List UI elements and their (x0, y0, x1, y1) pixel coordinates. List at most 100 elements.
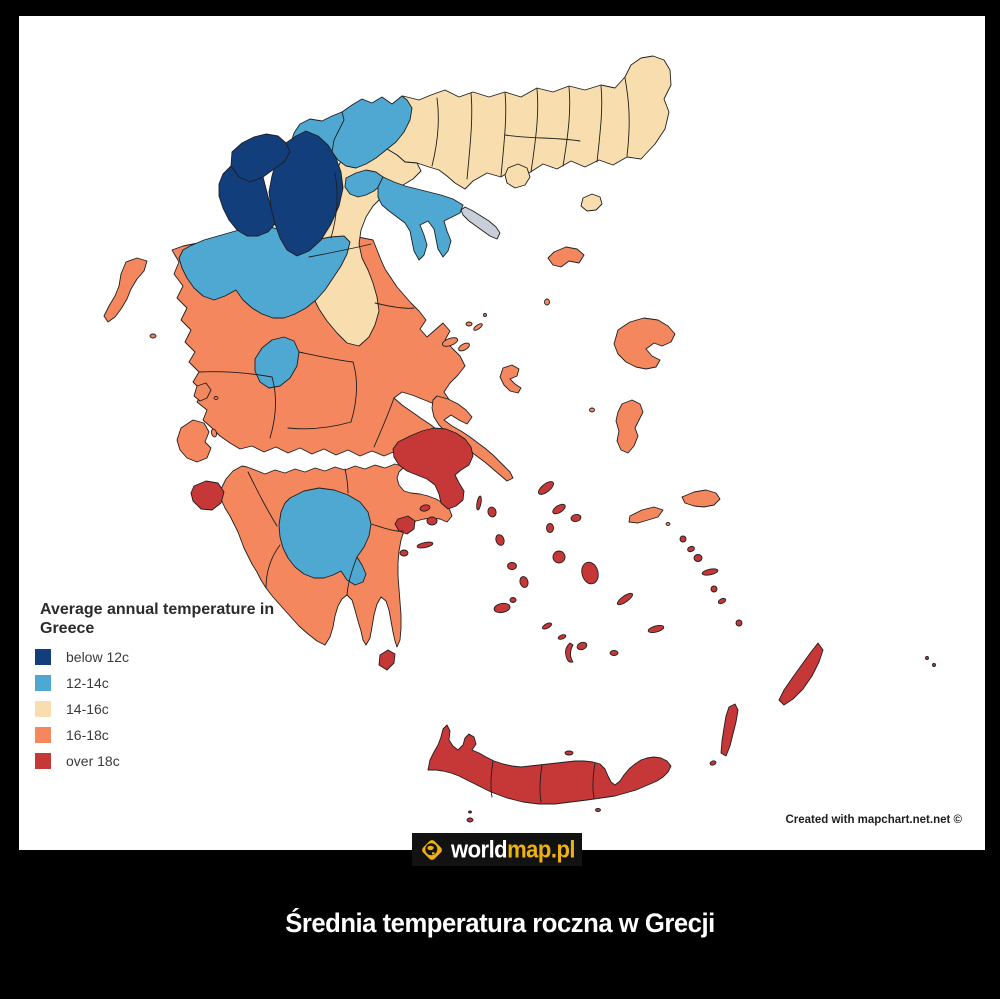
legend-title: Average annual temperature in Greece (40, 601, 275, 637)
border-line (344, 468, 349, 494)
island-skyros (499, 364, 522, 394)
island-kythnos (495, 534, 505, 546)
island-corfu (103, 257, 148, 323)
island-symi (735, 619, 743, 627)
legend-swatch-14-16c (35, 701, 51, 717)
island-kea (487, 506, 497, 518)
island-alonissos (473, 323, 483, 331)
island-paxoi (149, 333, 157, 339)
island-skiathos (465, 321, 473, 327)
island-samothrace (580, 193, 603, 212)
logo-world: world (450, 835, 508, 863)
island-kythira (378, 649, 396, 671)
regions-below-12c (218, 130, 344, 257)
island-zakynthos (190, 480, 225, 511)
regions-over-18c (190, 427, 936, 823)
island-folegandros (542, 622, 552, 630)
border-line (373, 397, 395, 448)
border-line (374, 302, 415, 309)
island-thasos (504, 163, 531, 189)
islet-sporades (483, 313, 487, 317)
legend-swatch-over-18c (35, 753, 51, 769)
island-ikaria (628, 506, 664, 524)
island-kefalonia (176, 419, 212, 463)
island-sikinos (557, 634, 567, 640)
island-spetses (399, 549, 409, 557)
border-line (346, 556, 358, 596)
region-chalkidiki (377, 176, 464, 261)
border-line (330, 172, 338, 239)
border-line (592, 762, 596, 799)
border-line (530, 88, 539, 173)
island-andros (538, 481, 554, 495)
border-line (247, 471, 278, 527)
island-skopelos-e (458, 342, 470, 352)
island-samos (681, 489, 721, 508)
region-ioannina (268, 130, 344, 257)
border-line (562, 86, 571, 167)
legend-label: 12-14c (66, 675, 109, 691)
map-panel: Average annual temperature in Greece bel… (19, 16, 985, 850)
island-tinos (552, 503, 566, 515)
island-gavdos (466, 817, 474, 823)
island-ithaki (210, 428, 218, 438)
island-paros (552, 550, 566, 564)
internal-borders (198, 77, 630, 803)
border-line (431, 97, 439, 167)
islet-s-crete-w (468, 810, 472, 814)
logo-suffix: map.pl (507, 835, 576, 863)
island-makronisos (476, 495, 482, 511)
footer-title: Średnia temperatura roczna w Grecji (285, 908, 715, 938)
region-troizinia (394, 515, 416, 535)
island-karpathos (720, 703, 739, 757)
map-attribution: Created with mapchart.net.net © (785, 814, 962, 826)
island-salamina (419, 504, 431, 512)
island-leros (687, 545, 695, 553)
island-kasos (709, 760, 717, 766)
island-hydra (416, 541, 434, 549)
border-line (500, 92, 507, 177)
island-mykonos (570, 513, 582, 523)
legend-swatch-below-12c (35, 649, 51, 665)
island-amorgos (616, 592, 634, 606)
islet-kastellorizo (925, 656, 929, 660)
island-santorini (565, 642, 574, 663)
border-line (287, 421, 352, 430)
legend-row: 14-16c (35, 699, 305, 719)
island-sifnos (519, 576, 529, 588)
islet-s-crete (595, 808, 601, 812)
region-arcadia (278, 487, 372, 586)
region-attica (392, 427, 474, 510)
legend-rows: below 12c 12-14c 14-16c 16-18c over 18c (35, 647, 305, 771)
region-thessaloniki (344, 169, 384, 198)
island-chios (615, 399, 644, 454)
border-line (298, 351, 354, 363)
border-line (624, 77, 630, 157)
island-skopelos (441, 337, 459, 347)
border-line (370, 523, 404, 532)
island-psara (589, 407, 595, 413)
island-syros (546, 523, 554, 533)
island-kos (701, 568, 719, 576)
region-pella-kilkis (331, 95, 413, 169)
islet-kastellorizo-e (932, 663, 936, 667)
legend-row: 16-18c (35, 725, 305, 745)
island-meganisi (213, 396, 219, 400)
worldmap-globe-icon (422, 839, 442, 860)
island-lesbos (613, 317, 676, 370)
border-line (490, 760, 494, 798)
border-line (539, 764, 543, 803)
legend-label: 14-16c (66, 701, 109, 717)
island-patmos (679, 535, 687, 543)
island-anafi (609, 650, 619, 656)
island-nisyros (710, 585, 718, 593)
legend-swatch-16-18c (35, 727, 51, 743)
border-line (308, 243, 372, 258)
island-dia (564, 750, 574, 756)
island-rhodes (778, 642, 824, 706)
border-line (265, 544, 281, 589)
region-evrytania (254, 336, 300, 389)
border-line (350, 361, 358, 423)
region-crete (427, 724, 672, 805)
